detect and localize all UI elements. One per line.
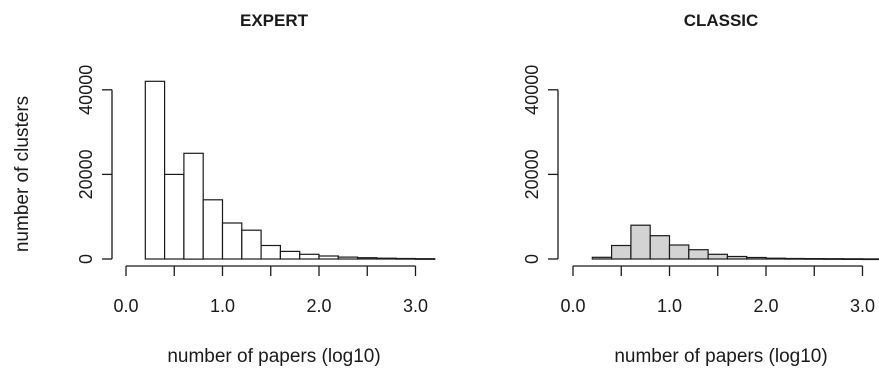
panel-classic-bar bbox=[784, 257, 806, 260]
panel-classic-x-tick-label: 0.0 bbox=[560, 296, 585, 316]
panel-expert-bar bbox=[183, 152, 204, 260]
panel-classic-y-axis: 0 20000 40000 bbox=[522, 65, 559, 264]
panel-classic-bar bbox=[726, 255, 748, 260]
panel-expert-bar bbox=[279, 250, 301, 260]
panel-expert-bar bbox=[395, 257, 417, 260]
panel-expert-x-tick-label: 1.0 bbox=[210, 296, 235, 316]
panel-expert-bar bbox=[414, 258, 436, 260]
panel-classic-bar bbox=[591, 256, 613, 260]
panel-expert-bar bbox=[241, 229, 262, 260]
panel-classic-bar bbox=[630, 224, 651, 260]
panel-expert-bar bbox=[318, 255, 339, 260]
panel-classic-x-tick-label: 2.0 bbox=[753, 296, 778, 316]
panel-classic-bar bbox=[688, 249, 709, 260]
panel-classic-bars bbox=[591, 224, 879, 261]
panel-classic-bar bbox=[842, 258, 864, 260]
panel-expert-bar bbox=[144, 80, 166, 260]
panel-classic-y-tick-label: 40000 bbox=[522, 65, 542, 115]
panel-classic-bar bbox=[803, 258, 825, 260]
panel-expert-x-tick-label: 3.0 bbox=[403, 296, 428, 316]
panel-classic-bar bbox=[746, 256, 767, 260]
panel-expert-bar bbox=[221, 222, 243, 260]
panel-expert: EXPERT 0.0 1.0 2.0 3.0 0 20000 40000 number o… bbox=[76, 11, 436, 367]
panel-expert-bar bbox=[260, 244, 282, 260]
panel-classic-bar bbox=[610, 244, 632, 260]
panel-classic-title: CLASSIC bbox=[684, 11, 759, 30]
panel-classic-y-tick-label: 0 bbox=[522, 254, 542, 264]
panel-classic-x-axis-label: number of papers (log10) bbox=[614, 346, 827, 367]
panel-expert-x-tick-label: 0.0 bbox=[113, 296, 138, 316]
panel-classic-bar bbox=[823, 258, 844, 260]
panel-expert-bar bbox=[202, 199, 224, 260]
panel-expert-title: EXPERT bbox=[240, 11, 309, 30]
panel-classic-bar bbox=[707, 253, 728, 260]
panel-expert-bar bbox=[164, 173, 185, 260]
panel-classic: CLASSIC 0.0 1.0 2.0 3.0 0 20000 40000 number … bbox=[522, 11, 879, 367]
panel-expert-bar bbox=[376, 257, 397, 260]
panel-classic-y-tick-label: 20000 bbox=[522, 149, 542, 199]
panel-expert-x-tick-label: 2.0 bbox=[306, 296, 331, 316]
panel-classic-bar bbox=[668, 244, 690, 260]
panel-expert-y-tick-label: 40000 bbox=[76, 65, 96, 115]
panel-classic-x-tick-label: 3.0 bbox=[850, 296, 875, 316]
figure-y-axis-label: number of clusters bbox=[12, 96, 33, 252]
panel-expert-y-axis: 0 20000 40000 bbox=[76, 65, 113, 264]
panel-expert-bar bbox=[357, 257, 378, 260]
panel-expert-y-tick-label: 20000 bbox=[76, 149, 96, 199]
panel-classic-x-axis: 0.0 1.0 2.0 3.0 bbox=[560, 265, 875, 316]
panel-classic-bar bbox=[765, 257, 786, 260]
panel-expert-bars bbox=[144, 80, 436, 260]
panel-classic-x-tick-label: 1.0 bbox=[657, 296, 682, 316]
panel-expert-bar bbox=[337, 256, 359, 260]
panel-classic-bar bbox=[649, 235, 671, 260]
panel-expert-x-axis: 0.0 1.0 2.0 3.0 bbox=[113, 265, 428, 316]
panel-classic-bar bbox=[861, 258, 879, 261]
panel-expert-y-tick-label: 0 bbox=[76, 254, 96, 264]
panel-expert-bar bbox=[299, 253, 320, 260]
panel-expert-x-axis-label: number of papers (log10) bbox=[167, 346, 380, 367]
